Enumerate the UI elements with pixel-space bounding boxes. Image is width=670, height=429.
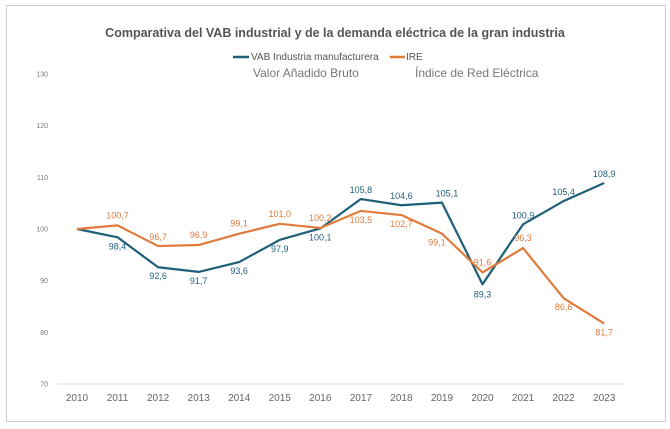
x-tick-label: 2015	[269, 393, 292, 404]
data-label: 102,7	[390, 219, 413, 229]
data-label: 92,6	[149, 271, 167, 281]
x-tick-label: 2011	[107, 393, 129, 404]
data-label: 96,9	[190, 230, 208, 240]
x-tick-label: 2013	[188, 393, 211, 404]
x-tick-label: 2010	[66, 393, 89, 404]
y-tick-label: 110	[37, 175, 48, 182]
data-label: 104,6	[390, 191, 413, 201]
chart-title: Comparativa del VAB industrial y de la d…	[105, 26, 566, 40]
data-label: 100,7	[106, 210, 129, 220]
data-label: 100,9	[512, 210, 535, 220]
data-label: 91,6	[474, 257, 492, 267]
x-tick-label: 2017	[350, 393, 373, 404]
y-tick-label: 130	[36, 72, 48, 79]
legend-label-ire: IRE	[406, 52, 423, 63]
data-label: 105,4	[552, 187, 575, 197]
annotation-vab: Valor Añadido Bruto	[253, 66, 359, 80]
data-label: 99,1	[428, 238, 446, 248]
data-label: 96,7	[149, 232, 167, 242]
y-tick-label: 70	[40, 382, 48, 389]
data-label: 96,3	[514, 233, 532, 243]
data-label: 91,7	[190, 276, 208, 286]
annotation-ire: Índice de Red Eléctrica	[415, 65, 539, 80]
series-line-vab	[76, 182, 605, 286]
x-tick-label: 2019	[431, 393, 454, 404]
data-label: 103,5	[350, 215, 373, 225]
data-label: 100,1	[309, 232, 332, 242]
y-tick-label: 80	[40, 330, 48, 337]
x-tick-label: 2023	[593, 393, 616, 404]
data-label: 101,0	[268, 209, 291, 219]
data-label: 81,7	[595, 328, 613, 338]
data-label: 108,9	[593, 169, 616, 179]
x-tick-label: 2012	[147, 393, 170, 404]
x-tick-label: 2021	[512, 393, 535, 404]
x-tick-label: 2016	[309, 393, 332, 404]
series-line-ire	[76, 209, 605, 325]
data-label: 100,2	[309, 213, 332, 223]
chart-frame	[6, 5, 666, 422]
data-label: 105,8	[350, 185, 373, 195]
data-label: 93,6	[230, 266, 248, 276]
y-tick-label: 90	[40, 278, 48, 285]
x-tick-label: 2014	[228, 393, 251, 404]
data-label: 98,4	[109, 241, 127, 251]
y-tick-label: 120	[36, 123, 48, 130]
data-label: 105,1	[436, 189, 459, 199]
data-label: 89,3	[474, 289, 492, 299]
legend-label-vab: VAB Industria manufacturera	[251, 52, 379, 63]
data-label: 99,1	[230, 219, 248, 229]
y-tick-label: 100	[36, 227, 48, 234]
data-label: 86,6	[555, 302, 573, 312]
legend: VAB Industria manufacturera IRE	[233, 52, 423, 63]
x-tick-label: 2018	[390, 393, 413, 404]
x-tick-label: 2022	[552, 393, 575, 404]
x-tick-label: 2020	[471, 393, 494, 404]
data-label: 97,9	[271, 244, 289, 254]
